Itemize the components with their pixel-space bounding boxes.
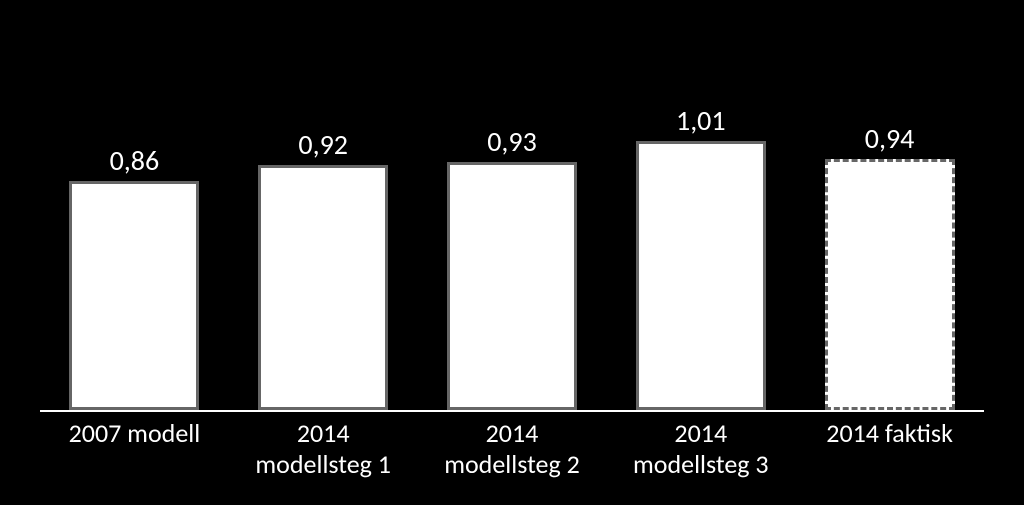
bar-chart: 0,862007 modell0,922014modellsteg 10,932… [0, 0, 1024, 505]
x-axis-line [40, 410, 984, 412]
bar-axis-label-line: 2014 [418, 418, 607, 449]
bar-value-label: 0,94 [795, 121, 984, 156]
bar-axis-label: 2014modellsteg 3 [606, 418, 795, 480]
bar-axis-label-line: 2007 modell [40, 418, 229, 449]
bar-axis-label-line: 2014 [229, 418, 418, 449]
bar-axis-label-line: modellsteg 2 [418, 449, 607, 480]
bar-axis-label-line: 2014 [606, 418, 795, 449]
bar [636, 141, 766, 410]
bar-value-label: 0,92 [229, 127, 418, 162]
bar-axis-label-line: 2014 faktisk [795, 418, 984, 449]
bar [447, 162, 577, 410]
bar-axis-label-line: modellsteg 1 [229, 449, 418, 480]
bar-axis-label-line: modellsteg 3 [606, 449, 795, 480]
bar-axis-label: 2007 modell [40, 418, 229, 449]
bar-value-label: 1,01 [606, 103, 795, 138]
bar [69, 181, 199, 410]
bar-axis-label: 2014 faktisk [795, 418, 984, 449]
bar-value-label: 0,86 [40, 143, 229, 178]
bar-value-label: 0,93 [418, 124, 607, 159]
bar-axis-label: 2014modellsteg 2 [418, 418, 607, 480]
bar-axis-label: 2014modellsteg 1 [229, 418, 418, 480]
bar [258, 165, 388, 410]
bar [825, 159, 955, 410]
